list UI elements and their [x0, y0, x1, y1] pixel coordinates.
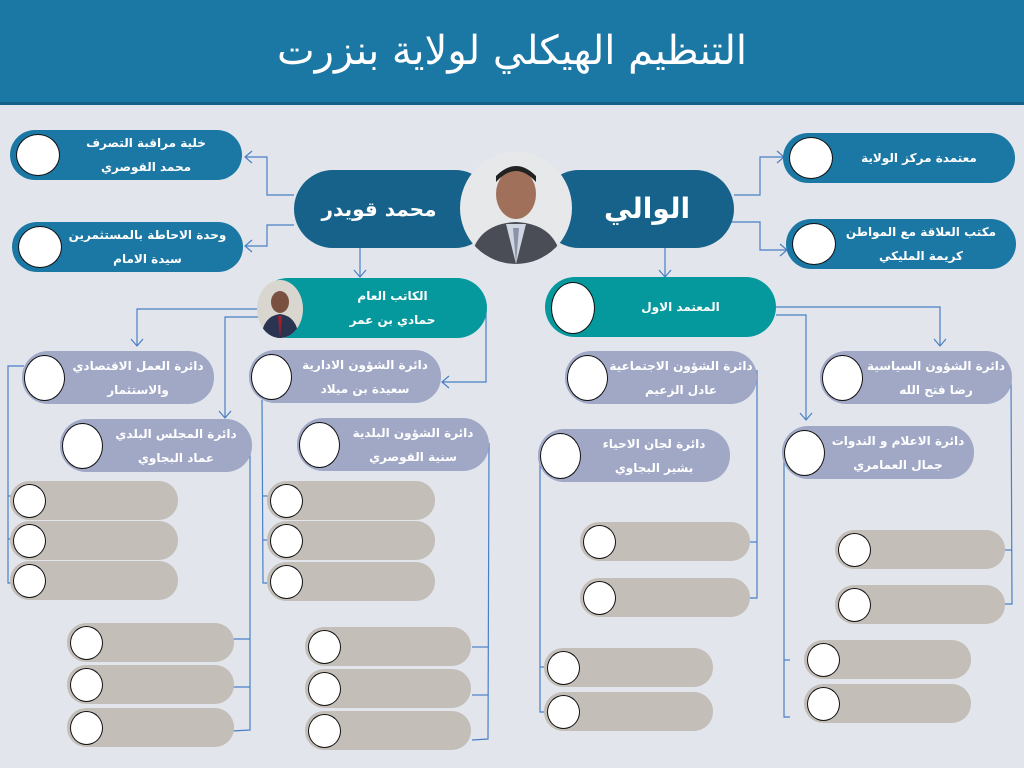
- governor-photo: [460, 152, 572, 264]
- avatar-placeholder: [547, 695, 580, 729]
- avatar-placeholder: [13, 484, 46, 518]
- secretary-general-photo: [257, 280, 303, 338]
- avatar-placeholder: [270, 524, 303, 558]
- avatar-placeholder: [13, 564, 46, 598]
- avatar-placeholder: [62, 423, 103, 469]
- avatar-placeholder: [270, 484, 303, 518]
- avatar-placeholder: [789, 137, 833, 179]
- department-title: دائرة المجلس البلدي: [115, 426, 237, 441]
- avatar-placeholder: [807, 687, 840, 721]
- secretary-general-name: حمادي بن عمر: [349, 313, 436, 327]
- unit-name: سيدة الامام: [113, 252, 182, 266]
- department-title: دائرة الشؤون الاجتماعية: [609, 358, 753, 373]
- avatar-placeholder: [547, 651, 580, 685]
- avatar-placeholder: [24, 355, 65, 401]
- avatar-placeholder: [70, 711, 103, 745]
- department-name: سنية القوصري: [369, 449, 457, 464]
- avatar-placeholder: [784, 430, 825, 476]
- secretary-general-title: الكاتب العام: [357, 289, 428, 303]
- department-title: دائرة الشؤون البلدية: [352, 425, 474, 440]
- department-title: دائرة العمل الاقتصادي: [72, 358, 204, 373]
- department-title: دائرة الاعلام و الندوات: [831, 433, 965, 448]
- department-title: دائرة الشؤون السياسية: [867, 358, 1005, 373]
- department-name: والاستثمار: [107, 382, 169, 397]
- avatar-placeholder: [299, 422, 340, 468]
- avatar-placeholder: [807, 643, 840, 677]
- department-name: عادل الزعيم: [644, 382, 718, 397]
- page-title: التنظيم الهيكلي لولاية بنزرت: [276, 28, 748, 74]
- governor-box[interactable]: الوالي: [540, 170, 734, 248]
- avatar-placeholder: [251, 354, 292, 400]
- avatar-placeholder: [838, 533, 871, 567]
- avatar-placeholder: [16, 134, 60, 176]
- avatar-placeholder: [551, 282, 595, 334]
- unit-title: وحدة الاحاطة بالمستثمرين: [68, 228, 227, 242]
- department-title: دائرة لجان الاحياء: [602, 436, 706, 451]
- avatar-placeholder: [70, 668, 103, 702]
- avatar-placeholder: [583, 581, 616, 615]
- avatar-placeholder: [567, 355, 608, 401]
- avatar-placeholder: [18, 226, 62, 268]
- avatar-placeholder: [308, 630, 341, 664]
- avatar-placeholder: [270, 565, 303, 599]
- department-name: رضا فتح الله: [899, 382, 973, 397]
- department-name: جمال العمامري: [853, 457, 943, 472]
- unit-title: خلية مراقبة التصرف: [86, 136, 206, 150]
- avatar-placeholder: [822, 355, 863, 401]
- avatar-placeholder: [838, 588, 871, 622]
- avatar-placeholder: [308, 672, 341, 706]
- department-name: سعيدة بن ميلاد: [320, 381, 410, 396]
- department-name: بشير البجاوي: [614, 460, 694, 475]
- unit-title: معتمدة مركز الولاية: [861, 151, 977, 165]
- unit-name: محمد القوصري: [100, 160, 192, 174]
- first-delegate-title: المعتمد الاول: [641, 300, 720, 314]
- avatar-placeholder: [308, 714, 341, 748]
- avatar-placeholder: [13, 524, 46, 558]
- avatar-placeholder: [70, 626, 103, 660]
- avatar-placeholder: [792, 223, 836, 265]
- unit-title: مكتب العلاقة مع المواطن: [845, 225, 997, 239]
- avatar-placeholder: [540, 433, 581, 479]
- chief-of-staff-name: محمد قويدر: [321, 197, 437, 221]
- governor-label: الوالي: [603, 192, 691, 225]
- avatar-placeholder: [583, 525, 616, 559]
- department-title: دائرة الشؤون الادارية: [302, 357, 428, 372]
- unit-name: كريمة المليكي: [878, 249, 964, 263]
- department-name: عماد البجاوي: [137, 450, 215, 465]
- title-bar: التنظيم الهيكلي لولاية بنزرت: [0, 0, 1024, 105]
